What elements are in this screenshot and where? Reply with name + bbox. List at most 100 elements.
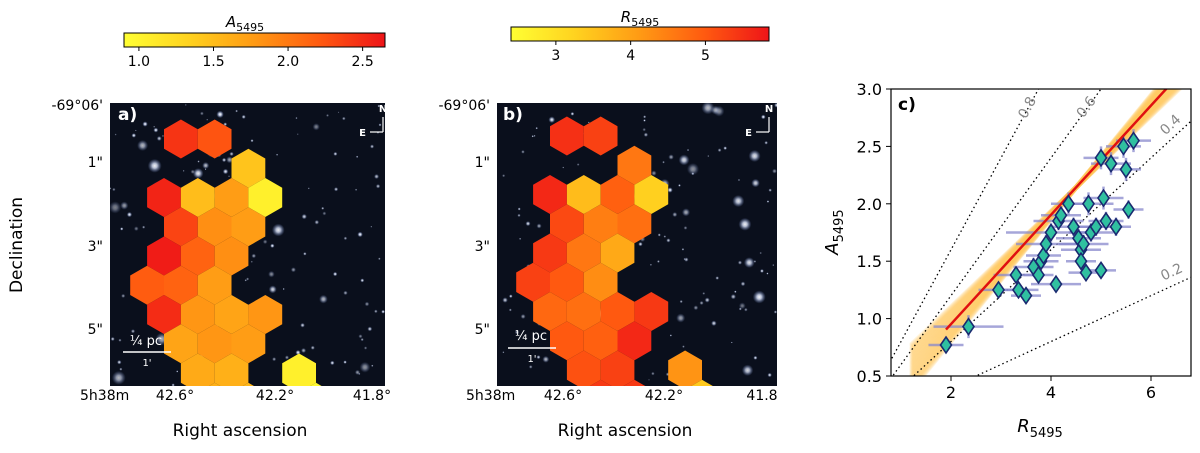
hex-cell bbox=[566, 233, 601, 273]
star bbox=[740, 281, 746, 287]
x-tick-label: 2 bbox=[946, 383, 956, 402]
hex-cell bbox=[180, 295, 215, 334]
colorbar-b-ticks: 3 4 5 bbox=[551, 41, 710, 64]
star bbox=[502, 174, 506, 178]
hex-cell bbox=[197, 265, 232, 305]
iso-line bbox=[891, 89, 1102, 376]
star bbox=[764, 140, 768, 145]
hex-cell bbox=[164, 119, 198, 159]
hex-cell bbox=[180, 236, 215, 276]
iso-line-label: 0.6 bbox=[1074, 94, 1100, 121]
star bbox=[131, 133, 137, 138]
star bbox=[111, 370, 126, 385]
hex-cell bbox=[231, 207, 266, 247]
colorbar-a-ticks: 1.0 1.5 2.0 2.5 bbox=[128, 47, 374, 70]
panel-label-c: c) bbox=[898, 95, 916, 115]
hex-map-a bbox=[130, 119, 322, 386]
star bbox=[142, 225, 146, 229]
hex-cell bbox=[164, 265, 198, 305]
star bbox=[375, 184, 381, 189]
star bbox=[357, 231, 363, 238]
star bbox=[322, 211, 327, 216]
star bbox=[643, 132, 649, 137]
star bbox=[648, 378, 650, 381]
hex-cell bbox=[248, 295, 283, 334]
star bbox=[110, 201, 122, 214]
compass-north-a: N bbox=[379, 104, 387, 115]
star bbox=[310, 345, 315, 350]
x-tick-a-2: 42.2° bbox=[256, 388, 294, 404]
data-point bbox=[1082, 194, 1095, 214]
star bbox=[656, 260, 660, 263]
y-tick-label: 3.0 bbox=[857, 80, 882, 99]
axis-ticks-c: 2 4 6 0.5 1.0 1.5 2.0 2.5 3.0 bbox=[857, 80, 1157, 402]
hex-cell bbox=[242, 382, 254, 386]
star bbox=[707, 155, 710, 157]
star bbox=[517, 213, 521, 218]
hex-cell bbox=[147, 178, 181, 217]
star bbox=[378, 123, 382, 127]
star bbox=[699, 300, 704, 306]
y-tick-a-2: 3" bbox=[88, 239, 103, 255]
star bbox=[536, 355, 541, 360]
hex-cell bbox=[180, 178, 215, 217]
star bbox=[226, 156, 234, 164]
scalebar-a-label: ¼ pc bbox=[130, 334, 162, 349]
star bbox=[678, 184, 681, 187]
star bbox=[663, 235, 667, 238]
hex-cell bbox=[623, 379, 646, 386]
star bbox=[312, 123, 320, 131]
data-points bbox=[939, 131, 1140, 355]
star bbox=[120, 227, 124, 231]
hex-cell bbox=[691, 379, 713, 386]
star bbox=[651, 371, 655, 376]
scalebar-a: ¼ pc 1' bbox=[123, 334, 171, 369]
star bbox=[519, 237, 522, 240]
data-point bbox=[1032, 265, 1045, 285]
star bbox=[371, 364, 374, 367]
data-point bbox=[1074, 251, 1088, 271]
x-tick-label: 6 bbox=[1146, 383, 1156, 402]
hex-cell bbox=[550, 262, 584, 302]
hex-cell bbox=[533, 233, 567, 273]
star bbox=[766, 272, 769, 275]
star bbox=[342, 116, 346, 121]
star bbox=[536, 223, 542, 229]
star bbox=[110, 336, 115, 342]
y-axis-label-c: A5495 bbox=[822, 209, 847, 255]
hex-cell bbox=[583, 321, 618, 361]
hex-cell bbox=[600, 233, 635, 273]
star bbox=[307, 187, 310, 190]
star bbox=[704, 297, 710, 303]
band-line bbox=[917, 89, 1161, 376]
star bbox=[531, 135, 534, 138]
colorbar-a-bar bbox=[123, 32, 386, 48]
data-point bbox=[1109, 217, 1123, 237]
data-point bbox=[1044, 223, 1058, 242]
star bbox=[760, 114, 766, 120]
hex-cell bbox=[566, 350, 601, 386]
colorbar-tick-label: 3 bbox=[551, 48, 560, 64]
star bbox=[587, 121, 590, 124]
star bbox=[142, 121, 148, 127]
hex-cell bbox=[516, 262, 550, 302]
hex-cell bbox=[533, 292, 567, 331]
star bbox=[290, 267, 296, 273]
star bbox=[314, 219, 320, 225]
hex-cell bbox=[130, 265, 164, 305]
star bbox=[228, 175, 231, 178]
data-point bbox=[1127, 131, 1140, 151]
star bbox=[686, 148, 690, 152]
star bbox=[678, 154, 690, 166]
y-tick-b-1: 1" bbox=[475, 155, 490, 171]
star bbox=[702, 292, 706, 295]
star bbox=[184, 103, 187, 106]
star bbox=[301, 347, 307, 354]
star bbox=[642, 127, 646, 132]
star bbox=[137, 139, 149, 151]
band-line bbox=[919, 89, 1160, 376]
star bbox=[668, 154, 674, 160]
data-point bbox=[939, 335, 953, 355]
star bbox=[319, 294, 328, 304]
hex-cell bbox=[310, 382, 322, 386]
